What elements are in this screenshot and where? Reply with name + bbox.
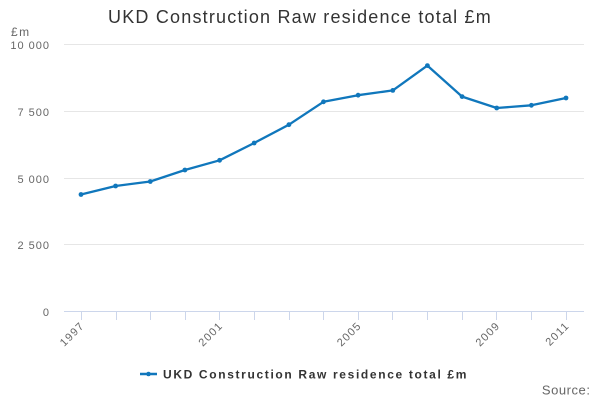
svg-text:UKD Construction Raw residence: UKD Construction Raw residence total £m [108, 7, 492, 27]
svg-text:Source:: Source: [542, 383, 591, 398]
svg-text:UKD Construction Raw residence: UKD Construction Raw residence total £m [163, 368, 468, 382]
svg-text:10 000: 10 000 [10, 40, 50, 52]
svg-text:5 000: 5 000 [17, 174, 50, 186]
svg-text:2 500: 2 500 [17, 240, 50, 252]
svg-text:7 500: 7 500 [17, 107, 50, 119]
svg-text:0: 0 [43, 307, 50, 319]
svg-text:£m: £m [11, 25, 31, 39]
